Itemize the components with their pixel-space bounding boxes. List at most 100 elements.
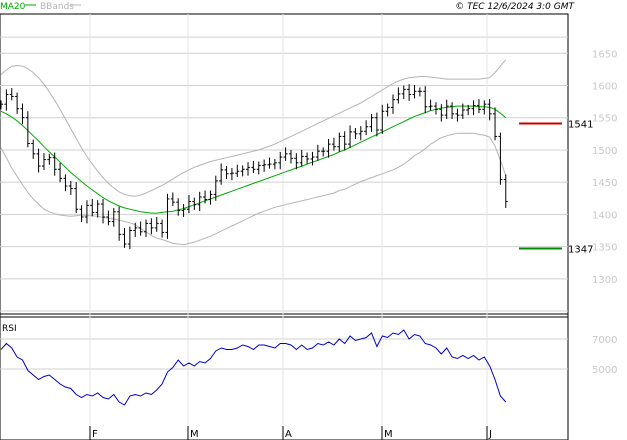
horizontal-grid	[0, 36, 568, 370]
month-label: M	[190, 429, 199, 440]
price-bar	[4, 89, 9, 111]
price-bar	[63, 174, 68, 192]
legend-ma20: MA20	[0, 2, 26, 12]
price-bar	[111, 207, 116, 227]
price-bar	[498, 132, 503, 185]
rsi-line	[0, 329, 507, 406]
price-bar	[165, 193, 170, 239]
price-levels: 1541 1347	[519, 120, 593, 256]
price-bar	[423, 86, 428, 114]
price-bar	[482, 100, 487, 115]
price-bar	[374, 112, 379, 137]
price-bar	[170, 192, 175, 207]
price-bar	[181, 204, 186, 217]
ma20-line	[0, 105, 507, 214]
price-bar	[219, 163, 224, 185]
price-bar	[15, 92, 20, 114]
bollinger-bands	[0, 59, 507, 246]
price-bar	[433, 102, 438, 115]
price-bar	[9, 88, 14, 101]
ma20-line-group	[0, 105, 507, 214]
y-tick-label: 1450	[592, 178, 617, 189]
price-bar	[262, 159, 267, 172]
y-tick-label: 1550	[592, 114, 617, 125]
month-label: J	[488, 429, 492, 440]
price-bar	[0, 100, 3, 110]
price-bar	[305, 152, 310, 165]
price-bar	[20, 103, 25, 125]
y-tick-label: 1300	[592, 275, 617, 286]
price-bar	[476, 99, 481, 114]
rsi-line-group	[0, 329, 507, 406]
price-bar	[122, 227, 127, 248]
price-bar	[331, 137, 336, 151]
price-bar	[256, 161, 261, 175]
price-bar	[95, 200, 100, 218]
price-bar	[197, 191, 202, 212]
price-bar	[407, 84, 412, 101]
price-bar	[203, 190, 208, 204]
y-tick-label: 1500	[592, 146, 617, 157]
price-bar	[84, 200, 89, 224]
price-bar	[47, 153, 52, 165]
price-bar	[160, 219, 165, 238]
price-bar	[52, 152, 57, 176]
price-bars	[0, 84, 508, 250]
copyright-text: © TEC 12/6/2024 3:0 GMT	[455, 2, 575, 12]
price-bar	[25, 111, 30, 148]
price-bar	[417, 87, 422, 97]
bband-lower-line	[0, 132, 507, 246]
y-tick-label: 1400	[592, 210, 617, 221]
price-bar	[466, 104, 471, 116]
price-bar	[213, 175, 218, 201]
price-bar	[439, 104, 444, 122]
y-tick-label: 1650	[592, 49, 617, 60]
price-bar	[380, 104, 385, 134]
price-bar	[176, 198, 181, 216]
price-bar	[342, 131, 347, 151]
price-bar	[353, 128, 358, 139]
price-bar	[106, 210, 111, 226]
price-bar	[138, 221, 143, 236]
price-bar	[208, 190, 213, 205]
price-bar	[455, 108, 460, 122]
price-bar	[36, 148, 41, 173]
month-label: F	[92, 429, 98, 440]
price-bar	[186, 195, 191, 214]
price-bar	[471, 100, 476, 116]
price-bar	[68, 180, 73, 196]
price-bar	[267, 157, 272, 169]
price-bar	[58, 162, 63, 183]
y-tick-label: 1350	[592, 243, 617, 254]
price-bar	[117, 206, 122, 241]
price-bar	[487, 99, 492, 121]
price-bar	[235, 164, 240, 178]
price-bar	[412, 84, 417, 99]
month-label: M	[384, 429, 393, 440]
rsi-label: RSI	[2, 324, 17, 334]
price-bar	[369, 113, 374, 132]
price-bar	[154, 216, 159, 232]
support-label: 1347	[568, 245, 593, 256]
price-bar	[493, 107, 498, 141]
price-bar	[428, 99, 433, 111]
price-bar	[358, 126, 363, 141]
price-bar	[460, 103, 465, 120]
price-bar	[251, 160, 256, 174]
price-bar	[143, 219, 148, 237]
price-bar	[31, 139, 36, 159]
price-bar	[450, 102, 455, 120]
price-bar	[283, 147, 288, 161]
price-bar	[272, 158, 277, 170]
price-bar	[321, 147, 326, 157]
bband-upper-line	[0, 59, 507, 197]
y-axis-labels: 1650 1600 1550 1500 1450 1400 1350 1300 7000 5000	[592, 49, 617, 376]
price-bar	[101, 198, 106, 224]
price-bar	[337, 132, 342, 152]
price-bar	[364, 120, 369, 136]
price-bar	[294, 153, 299, 170]
price-bar	[90, 198, 95, 217]
